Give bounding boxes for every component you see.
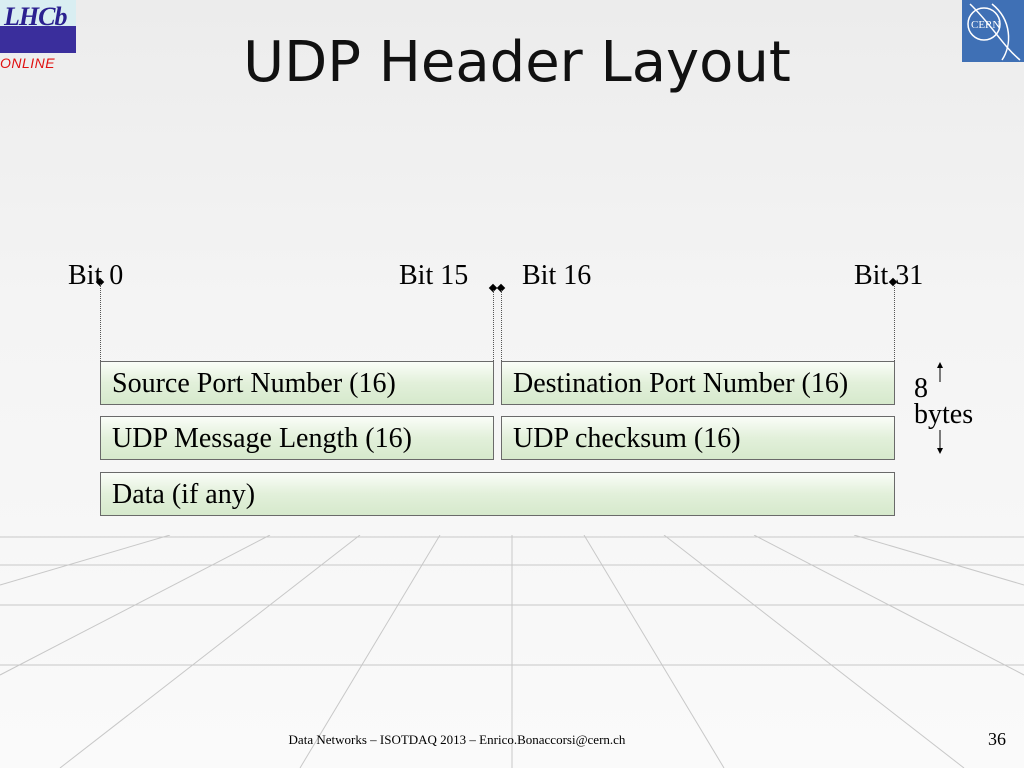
source-port-field: Source Port Number (16) bbox=[100, 361, 494, 405]
bit-0-label: Bit 0 bbox=[68, 260, 124, 291]
lhcb-online-logo: LHCb ONLINE bbox=[0, 0, 76, 71]
bit-15-label: Bit 15 bbox=[399, 260, 469, 291]
bit-31-guide bbox=[894, 284, 895, 361]
cern-logo: CERN bbox=[962, 0, 1024, 62]
perspective-grid-background bbox=[0, 535, 1024, 768]
bit-0-guide bbox=[100, 284, 101, 361]
size-arrow-icon bbox=[937, 362, 943, 454]
svg-text:CERN: CERN bbox=[971, 19, 1000, 31]
destination-port-field: Destination Port Number (16) bbox=[501, 361, 895, 405]
slide-footer: Data Networks – ISOTDAQ 2013 – Enrico.Bo… bbox=[288, 732, 626, 747]
data-field: Data (if any) bbox=[100, 472, 895, 516]
page-number: 36 bbox=[988, 729, 1006, 749]
bit-16-label: Bit 16 bbox=[522, 260, 592, 291]
length-field: UDP Message Length (16) bbox=[100, 416, 494, 460]
slide-title: UDP Header Layout bbox=[243, 30, 791, 95]
bit-16-guide bbox=[501, 290, 502, 361]
bit-31-label: Bit 31 bbox=[854, 260, 924, 291]
bit-15-guide bbox=[493, 290, 494, 361]
checksum-field: UDP checksum (16) bbox=[501, 416, 895, 460]
size-value: 8 bbox=[914, 373, 928, 404]
size-unit: bytes bbox=[914, 399, 974, 430]
